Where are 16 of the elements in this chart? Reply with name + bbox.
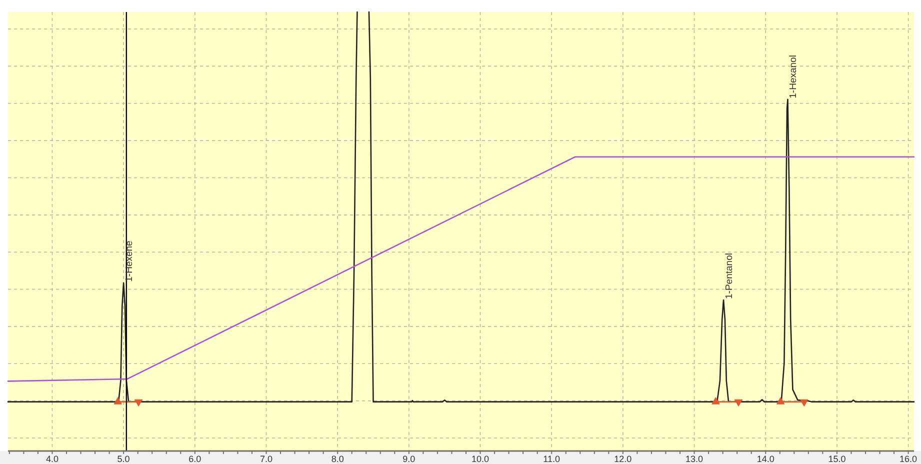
x-tick-label: 5.0	[117, 454, 130, 464]
x-tick-label: 15.0	[828, 454, 846, 464]
annotation: 1-Pentanol	[724, 253, 736, 299]
x-tick-label: 8.0	[331, 454, 344, 464]
x-tick-label: 14.0	[756, 454, 774, 464]
x-tick-label: 4.0	[46, 454, 58, 464]
x-tick-label: 13.0	[686, 454, 704, 464]
x-tick-label: 7.0	[260, 454, 273, 464]
x-tick-label: 12.0	[614, 454, 632, 464]
x-tick-label: 16.0	[900, 454, 918, 464]
x-tick-label: 10.0	[471, 454, 490, 464]
x-tick-label: 11.0	[543, 454, 560, 464]
annotation: 1-Hexanol	[788, 55, 800, 98]
x-tick-label: 6.0	[188, 454, 202, 464]
x-tick-label: 9.0	[402, 454, 416, 464]
annotation: 1-Hexene	[124, 240, 136, 282]
